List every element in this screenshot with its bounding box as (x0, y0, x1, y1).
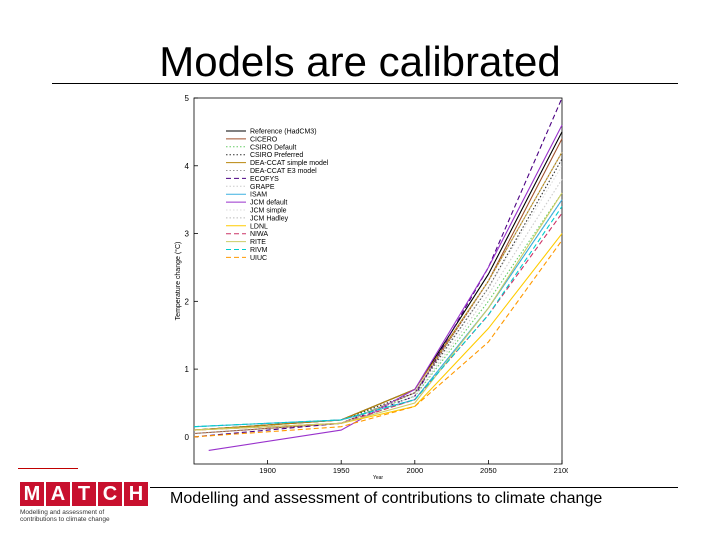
plot-frame (193, 97, 563, 465)
legend-label-0: Reference (HadCM3) (250, 129, 317, 136)
logo-line-1: Modelling and assessment of (20, 509, 105, 516)
title-divider (52, 83, 678, 84)
logo-line-2: contributions to climate change (20, 516, 110, 523)
legend-label-14: RITE (250, 239, 266, 246)
y-tick-label-5: 5 (185, 94, 190, 103)
legend-label-16: UIUC (250, 255, 267, 262)
logo-subtitle: Modelling and assessment of contribution… (20, 509, 128, 523)
y-axis-label: Temperature change (°C) (174, 242, 182, 321)
legend-label-10: JCM simple (250, 208, 287, 215)
y-tick-label-1: 1 (185, 365, 190, 374)
legend-label-8: ISAM (250, 192, 267, 199)
legend-label-1: CICERO (250, 136, 278, 143)
legend-label-2: CSIRO Default (250, 144, 296, 151)
logo-letter-t: T (72, 482, 96, 506)
series-line-12 (193, 233, 563, 431)
y-tick-label-2: 2 (185, 297, 190, 306)
x-tick-label-4: 2100 (554, 466, 568, 475)
logo-rule (18, 468, 78, 469)
y-tick-label-0: 0 (185, 433, 190, 442)
x-tick-label-3: 2050 (480, 466, 497, 475)
legend-label-5: DEA-CCAT E3 model (250, 168, 317, 175)
y-tick-label-3: 3 (185, 230, 190, 239)
logo-letter-c: C (98, 482, 122, 506)
x-tick-label-1: 1950 (333, 466, 350, 475)
legend-label-6: ECOFYS (250, 176, 279, 183)
legend-label-13: NIWA (250, 231, 268, 238)
legend-label-3: CSIRO Preferred (250, 152, 303, 159)
series-line-14 (193, 192, 563, 431)
x-tick-label-0: 1900 (259, 466, 276, 475)
temperature-chart: 0 1 2 3 4 5 1900 1950 2000 2050 2100 Year Temperatur… (174, 94, 568, 480)
y-tick-label-4: 4 (185, 162, 190, 171)
legend-label-4: DEA-CCAT simple model (250, 160, 329, 167)
legend-label-11: JCM Hadley (250, 215, 289, 222)
match-logo: M A T C H Modelling and assessment of co… (18, 468, 148, 524)
legend-label-7: GRAPE (250, 184, 275, 191)
series-line-16 (193, 239, 563, 438)
footer-divider (150, 487, 678, 488)
series-line-9 (208, 124, 563, 451)
legend-label-9: JCM default (250, 200, 287, 207)
logo-letter-h: H (124, 482, 148, 506)
footer-text: Modelling and assessment of contribution… (170, 490, 603, 507)
legend-label-15: RIVM (250, 247, 268, 254)
legend-label-12: LDNL (250, 223, 268, 230)
series-line-6 (193, 97, 563, 438)
logo-letter-a: A (46, 482, 70, 506)
logo-letter-m: M (20, 482, 44, 506)
logo-letters: M A T C H (20, 482, 148, 506)
series-line-15 (193, 206, 563, 428)
plot-area: 0 1 2 3 4 5 1900 1950 2000 2050 2100 Year Temperatur… (174, 94, 568, 480)
slide-title: Models are calibrated (159, 38, 561, 85)
x-axis-label: Year (373, 475, 383, 480)
x-tick-label-2: 2000 (406, 466, 423, 475)
